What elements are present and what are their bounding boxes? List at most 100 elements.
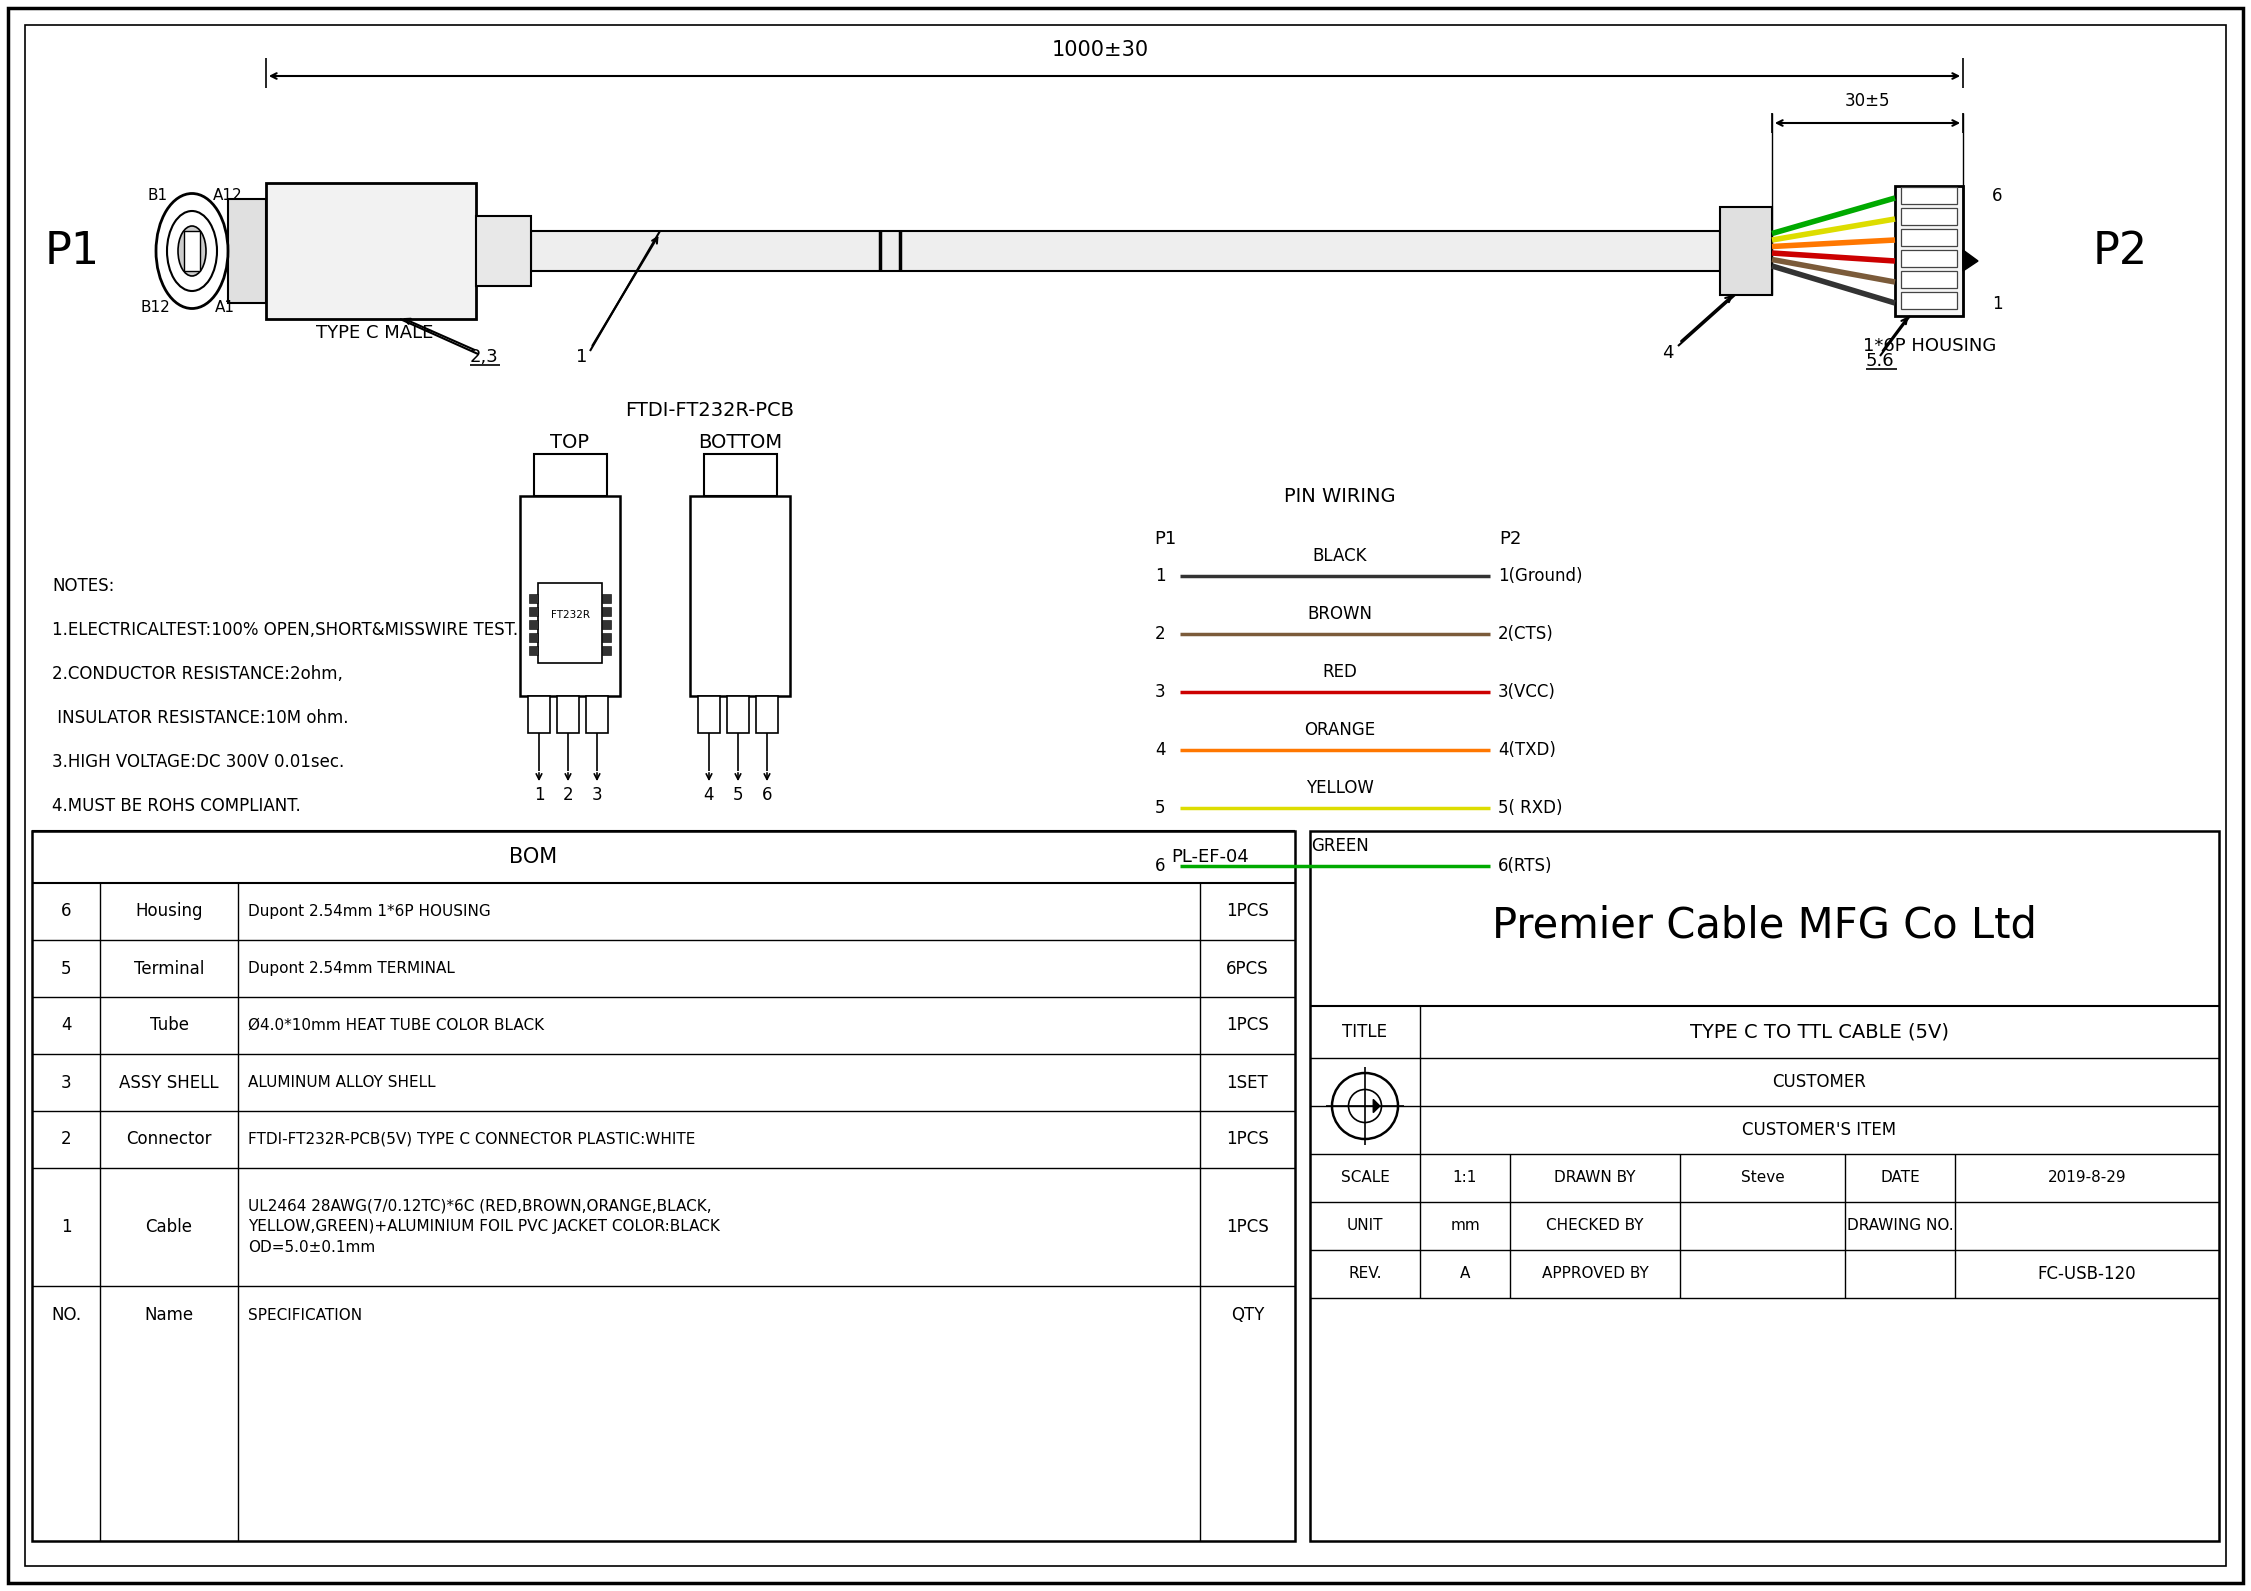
Bar <box>1902 270 1956 288</box>
Text: Name: Name <box>144 1306 194 1324</box>
Text: 1: 1 <box>61 1219 72 1236</box>
Text: BOM: BOM <box>509 846 558 867</box>
Text: BLACK: BLACK <box>1312 547 1366 565</box>
Text: 4: 4 <box>1155 741 1166 759</box>
Bar <box>227 199 266 302</box>
Bar <box>601 593 610 603</box>
Text: Dupont 2.54mm TERMINAL: Dupont 2.54mm TERMINAL <box>248 961 455 975</box>
Text: 1:1: 1:1 <box>1452 1171 1477 1185</box>
Text: 1PCS: 1PCS <box>1227 1131 1270 1149</box>
Ellipse shape <box>178 226 207 275</box>
Text: Connector: Connector <box>126 1131 212 1149</box>
Text: A1: A1 <box>216 301 234 315</box>
Text: 1(Ground): 1(Ground) <box>1497 566 1582 585</box>
Text: TYPE C MALE: TYPE C MALE <box>317 325 434 342</box>
Text: BROWN: BROWN <box>1308 605 1373 624</box>
Text: 6: 6 <box>761 786 772 803</box>
Bar <box>601 620 610 628</box>
Bar <box>529 620 538 628</box>
Text: 5: 5 <box>61 959 72 977</box>
Bar <box>475 216 531 286</box>
Text: mm: mm <box>1450 1219 1479 1233</box>
Text: TITLE: TITLE <box>1342 1023 1387 1041</box>
Text: 3.HIGH VOLTAGE:DC 300V 0.01sec.: 3.HIGH VOLTAGE:DC 300V 0.01sec. <box>52 753 344 772</box>
Bar <box>1902 293 1956 309</box>
Bar <box>601 646 610 655</box>
Text: 1*6P HOUSING: 1*6P HOUSING <box>1864 337 1997 355</box>
Bar <box>1310 831 2219 1542</box>
Text: CUSTOMER'S ITEM: CUSTOMER'S ITEM <box>1742 1122 1898 1139</box>
Text: ALUMINUM ALLOY SHELL: ALUMINUM ALLOY SHELL <box>248 1076 437 1090</box>
Bar <box>1895 186 1963 317</box>
Text: 3: 3 <box>592 786 603 803</box>
Text: 5( RXD): 5( RXD) <box>1497 799 1562 818</box>
Text: PL-EF-04: PL-EF-04 <box>1171 848 1249 866</box>
Text: 2.CONDUCTOR RESISTANCE:2ohm,: 2.CONDUCTOR RESISTANCE:2ohm, <box>52 665 342 683</box>
Bar <box>1902 188 1956 204</box>
Bar <box>601 608 610 616</box>
Ellipse shape <box>167 212 216 291</box>
Text: Cable: Cable <box>146 1219 194 1236</box>
Text: 1PCS: 1PCS <box>1227 902 1270 921</box>
Text: B12: B12 <box>140 301 169 315</box>
Text: P2: P2 <box>2093 229 2147 272</box>
Text: 2: 2 <box>61 1131 72 1149</box>
Bar <box>531 231 1720 270</box>
Text: 2(CTS): 2(CTS) <box>1497 625 1553 643</box>
Text: P1: P1 <box>45 229 99 272</box>
Text: 1SET: 1SET <box>1227 1074 1267 1091</box>
Text: 6PCS: 6PCS <box>1227 959 1270 977</box>
Text: REV.: REV. <box>1348 1266 1382 1281</box>
Text: 30±5: 30±5 <box>1844 92 1891 110</box>
Text: FC-USB-120: FC-USB-120 <box>2037 1265 2136 1282</box>
Text: ORANGE: ORANGE <box>1303 721 1375 738</box>
Text: PIN WIRING: PIN WIRING <box>1283 487 1396 506</box>
Bar <box>529 646 538 655</box>
Bar <box>520 496 619 695</box>
Text: 2: 2 <box>1155 625 1166 643</box>
Bar <box>585 695 608 733</box>
Text: SCALE: SCALE <box>1342 1171 1389 1185</box>
Text: FTDI-FT232R-PCB: FTDI-FT232R-PCB <box>626 401 795 420</box>
Text: Premier Cable MFG Co Ltd: Premier Cable MFG Co Ltd <box>1492 905 2037 947</box>
Text: 3(VCC): 3(VCC) <box>1497 683 1555 702</box>
Text: TYPE C TO TTL CABLE (5V): TYPE C TO TTL CABLE (5V) <box>1691 1023 1949 1042</box>
Text: SPECIFICATION: SPECIFICATION <box>248 1308 362 1322</box>
Text: RED: RED <box>1324 663 1357 681</box>
Text: FTDI-FT232R-PCB(5V) TYPE C CONNECTOR PLASTIC:WHITE: FTDI-FT232R-PCB(5V) TYPE C CONNECTOR PLA… <box>248 1133 696 1147</box>
Text: 4: 4 <box>61 1017 72 1034</box>
Text: 2019-8-29: 2019-8-29 <box>2048 1171 2127 1185</box>
Bar <box>529 608 538 616</box>
Text: 5: 5 <box>1155 799 1166 818</box>
Text: 6: 6 <box>1992 188 2001 205</box>
Text: GREEN: GREEN <box>1310 837 1369 854</box>
Text: 1.ELECTRICALTEST:100% OPEN,SHORT&MISSWIRE TEST.: 1.ELECTRICALTEST:100% OPEN,SHORT&MISSWIR… <box>52 620 518 640</box>
Text: UNIT: UNIT <box>1346 1219 1384 1233</box>
Text: 4: 4 <box>705 786 714 803</box>
Text: 2,3: 2,3 <box>470 348 497 366</box>
Text: Dupont 2.54mm 1*6P HOUSING: Dupont 2.54mm 1*6P HOUSING <box>248 904 491 920</box>
Text: 2: 2 <box>563 786 574 803</box>
Bar <box>529 593 538 603</box>
Text: B1: B1 <box>149 188 169 204</box>
Text: 1: 1 <box>1992 294 2003 313</box>
Text: 1: 1 <box>1155 566 1166 585</box>
Bar <box>705 453 777 496</box>
Bar <box>529 695 549 733</box>
Text: APPROVED BY: APPROVED BY <box>1542 1266 1648 1281</box>
Text: Housing: Housing <box>135 902 203 921</box>
Bar <box>698 695 720 733</box>
Text: 1PCS: 1PCS <box>1227 1219 1270 1236</box>
Bar <box>756 695 779 733</box>
Text: INSULATOR RESISTANCE:10M ohm.: INSULATOR RESISTANCE:10M ohm. <box>52 710 349 727</box>
Text: 6(RTS): 6(RTS) <box>1497 858 1553 875</box>
Bar <box>601 633 610 643</box>
Text: YELLOW: YELLOW <box>1306 780 1373 797</box>
Text: DRAWN BY: DRAWN BY <box>1553 1171 1636 1185</box>
Bar <box>185 231 200 270</box>
Text: 6: 6 <box>61 902 72 921</box>
Text: BOTTOM: BOTTOM <box>698 433 781 452</box>
Text: 5.6: 5.6 <box>1866 352 1895 371</box>
Bar <box>32 831 1294 1542</box>
Text: A: A <box>1461 1266 1470 1281</box>
